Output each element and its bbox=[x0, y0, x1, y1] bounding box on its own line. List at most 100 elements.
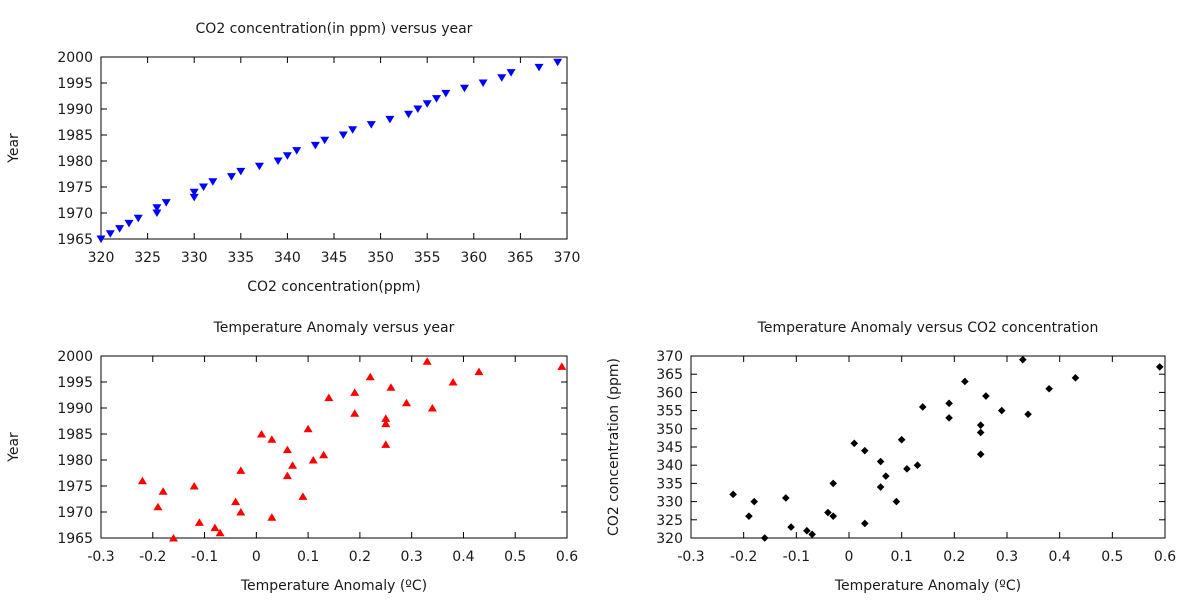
y-axis-label: Year bbox=[6, 133, 22, 164]
data-point bbox=[976, 450, 985, 459]
data-point bbox=[282, 471, 292, 480]
data-point bbox=[273, 157, 283, 165]
data-point bbox=[824, 508, 832, 517]
y-tick-label: 340 bbox=[656, 458, 683, 474]
data-point bbox=[161, 199, 171, 207]
y-axis-label: CO2 concentration (ppm) bbox=[606, 358, 622, 536]
data-point bbox=[208, 178, 218, 186]
plot-3: Temperature Anomaly versus CO2 concentra… bbox=[606, 320, 1176, 594]
data-point bbox=[288, 461, 298, 469]
y-tick-label: 2000 bbox=[57, 50, 93, 66]
x-tick-label: 0.3 bbox=[996, 549, 1018, 565]
x-tick-label: 330 bbox=[181, 250, 208, 266]
y-tick-label: 1975 bbox=[57, 180, 93, 196]
data-point bbox=[404, 110, 414, 119]
data-point bbox=[168, 534, 178, 542]
x-tick-label: 335 bbox=[227, 250, 254, 266]
data-point bbox=[348, 126, 358, 134]
x-tick-label: 370 bbox=[554, 250, 581, 266]
plot-frame bbox=[690, 355, 1166, 539]
data-point bbox=[96, 235, 106, 243]
data-point bbox=[365, 372, 375, 381]
x-tick-label: 0 bbox=[845, 549, 854, 565]
y-tick-label: 1970 bbox=[57, 206, 93, 222]
x-tick-label: 0.5 bbox=[1101, 549, 1123, 565]
data-point bbox=[320, 136, 330, 145]
data-points bbox=[729, 355, 1164, 542]
data-point bbox=[918, 403, 927, 411]
x-tick-label: 0.2 bbox=[349, 549, 371, 565]
x-tick-label: 340 bbox=[274, 250, 301, 266]
data-point bbox=[892, 497, 901, 506]
x-tick-label: 0.1 bbox=[297, 549, 319, 565]
x-tick-label: -0.3 bbox=[87, 549, 114, 565]
plot-1: CO2 concentration(in ppm) versus year 320… bbox=[6, 21, 580, 295]
data-point bbox=[427, 404, 437, 412]
y-tick-label: 355 bbox=[656, 404, 683, 420]
data-point bbox=[787, 523, 795, 531]
y-tick-label: 325 bbox=[656, 513, 683, 529]
x-axis-label: CO2 concentration(ppm) bbox=[247, 279, 420, 295]
x-tick-label: 325 bbox=[134, 250, 161, 266]
data-point bbox=[945, 414, 953, 422]
y-tick-label: 1995 bbox=[57, 76, 93, 92]
x-tick-label: 0.4 bbox=[452, 549, 474, 565]
data-point bbox=[386, 383, 396, 391]
data-point bbox=[282, 445, 292, 454]
data-point bbox=[401, 398, 411, 407]
data-point bbox=[882, 472, 890, 480]
data-point bbox=[976, 428, 985, 437]
chart-title: Temperature Anomaly versus year bbox=[213, 320, 455, 336]
data-point bbox=[319, 450, 329, 459]
data-point bbox=[497, 74, 507, 82]
data-point bbox=[750, 497, 758, 506]
y-tick-label: 1985 bbox=[57, 128, 93, 144]
data-point bbox=[189, 193, 199, 202]
plot-frame bbox=[100, 355, 568, 539]
data-point bbox=[506, 69, 516, 77]
data-point bbox=[298, 492, 308, 500]
data-point bbox=[105, 230, 115, 238]
data-point bbox=[745, 512, 753, 520]
data-point bbox=[1155, 363, 1164, 371]
y-tick-label: 1965 bbox=[57, 232, 93, 248]
data-point bbox=[124, 219, 134, 228]
plot-frame bbox=[100, 56, 568, 240]
data-point bbox=[215, 528, 225, 537]
data-point bbox=[292, 147, 302, 155]
y-tick-label: 2000 bbox=[57, 349, 93, 365]
x-axis-label: Temperature Anomaly (ºC) bbox=[240, 578, 427, 594]
data-point bbox=[459, 84, 469, 93]
data-point bbox=[861, 446, 869, 455]
data-point bbox=[381, 440, 391, 448]
x-tick-label: 0.5 bbox=[504, 549, 526, 565]
x-tick-label: 365 bbox=[507, 250, 534, 266]
data-point bbox=[1045, 384, 1053, 393]
data-point bbox=[236, 466, 246, 474]
data-point bbox=[350, 409, 360, 417]
y-tick-label: 350 bbox=[656, 422, 683, 438]
y-tick-label: 1990 bbox=[57, 401, 93, 417]
data-point bbox=[199, 183, 209, 191]
data-point bbox=[961, 377, 969, 386]
data-point bbox=[422, 357, 432, 365]
data-point bbox=[158, 487, 168, 495]
data-point bbox=[448, 378, 458, 386]
data-point bbox=[194, 518, 204, 526]
data-point bbox=[422, 100, 432, 108]
data-point bbox=[876, 483, 885, 491]
data-point bbox=[350, 388, 360, 396]
data-point bbox=[236, 508, 246, 516]
data-point bbox=[267, 513, 277, 521]
data-point bbox=[557, 362, 567, 370]
x-tick-label: 355 bbox=[414, 250, 441, 266]
x-tick-label: 0.2 bbox=[943, 549, 965, 565]
y-tick-label: 1995 bbox=[57, 375, 93, 391]
x-tick-label: -0.2 bbox=[139, 549, 166, 565]
x-tick-label: -0.2 bbox=[730, 549, 757, 565]
data-point bbox=[997, 406, 1006, 415]
data-point bbox=[982, 392, 990, 400]
y-tick-label: 1980 bbox=[57, 453, 93, 469]
data-point bbox=[189, 482, 199, 490]
